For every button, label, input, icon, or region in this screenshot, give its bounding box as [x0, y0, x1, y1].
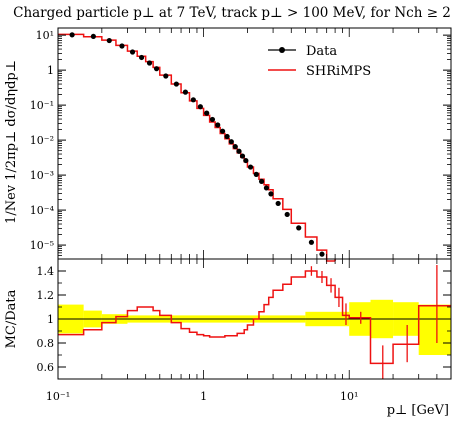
ratio-tick-label: 0.8	[37, 337, 55, 350]
y-tick-label: 10⁻⁵	[30, 239, 54, 252]
data-point	[204, 110, 210, 116]
chart-title: Charged particle p⊥ at 7 TeV, track p⊥ >…	[13, 5, 451, 21]
ratio-tick-label: 1	[47, 313, 54, 326]
shrimps-ratio-line	[58, 270, 451, 365]
data-point	[243, 157, 249, 164]
legend: Data SHRiMPS	[268, 44, 371, 79]
y-tick-label: 10⁻⁴	[30, 204, 55, 217]
legend-shrimps-label: SHRiMPS	[306, 64, 371, 79]
legend-data-label: Data	[306, 44, 337, 59]
data-point	[247, 164, 254, 170]
y-tick-label: 10⁻¹	[30, 99, 54, 112]
data-point	[146, 60, 153, 66]
ratio-tick-label: 1.4	[37, 265, 55, 278]
shrimps-ratio-histogram	[58, 270, 451, 365]
x-axis-label: p⊥ [GeV]	[387, 403, 449, 418]
data-point	[219, 128, 226, 134]
data-point	[319, 251, 325, 257]
data-point	[224, 133, 230, 140]
data-point	[153, 66, 160, 72]
x-tick-label: 10¹	[340, 390, 358, 403]
data-point	[69, 32, 75, 38]
data-point	[263, 185, 270, 191]
data-point	[106, 37, 112, 44]
data-point	[239, 153, 246, 159]
ratio-tick-label: 1.2	[37, 289, 55, 302]
y-tick-label: 10⁻²	[30, 134, 54, 147]
data-point	[90, 33, 96, 40]
data-point	[284, 211, 290, 218]
data-point	[236, 148, 242, 154]
x-axis: 10⁻¹ 1 10¹	[46, 28, 438, 403]
data-point	[163, 73, 169, 79]
data-point	[138, 54, 145, 61]
x-tick-label: 1	[200, 390, 207, 403]
ratio-axis-ticks: 1.4 1.2 1 0.8 0.6	[37, 258, 451, 380]
data-point	[308, 239, 315, 245]
data-point	[258, 178, 265, 185]
legend-data-swatch-marker	[279, 47, 285, 53]
data-uncertainty-band	[58, 299, 451, 355]
ratio-tick-label: 0.6	[37, 361, 55, 374]
data-point	[197, 104, 203, 110]
data-point	[190, 97, 196, 103]
data-point	[253, 171, 259, 177]
y-tick-label: 10¹	[36, 29, 54, 42]
ratio-panel: 1.4 1.2 1 0.8 0.6	[37, 258, 452, 380]
y-tick-label: 10⁻³	[30, 169, 54, 182]
band-segment	[418, 304, 451, 355]
main-panel: 10¹ 1 10⁻¹ 10⁻² 10⁻³ 10⁻⁴ 10⁻⁵	[30, 27, 452, 262]
data-point	[228, 139, 234, 145]
data-point	[119, 43, 125, 49]
shrimps-ratio-error-bars	[310, 265, 438, 379]
y-axis-label-ratio: MC/Data	[4, 289, 19, 348]
main-axis-ticks: 10¹ 1 10⁻¹ 10⁻² 10⁻³ 10⁻⁴ 10⁻⁵	[30, 29, 451, 260]
data-point	[173, 81, 179, 87]
data-point	[209, 116, 216, 123]
data-point	[296, 225, 302, 231]
data-point	[232, 144, 238, 150]
data-point	[215, 122, 221, 128]
data-point	[268, 191, 274, 197]
data-point	[182, 89, 189, 95]
y-axis-label-main: 1/Nev 1/2πp⊥ dσ/dηdp⊥	[4, 60, 19, 224]
data-point	[275, 200, 281, 207]
data-point	[129, 49, 136, 55]
main-panel-background	[58, 28, 451, 259]
x-tick-label: 10⁻¹	[46, 390, 70, 403]
data-markers-main	[69, 32, 325, 257]
y-tick-label: 1	[47, 64, 54, 77]
